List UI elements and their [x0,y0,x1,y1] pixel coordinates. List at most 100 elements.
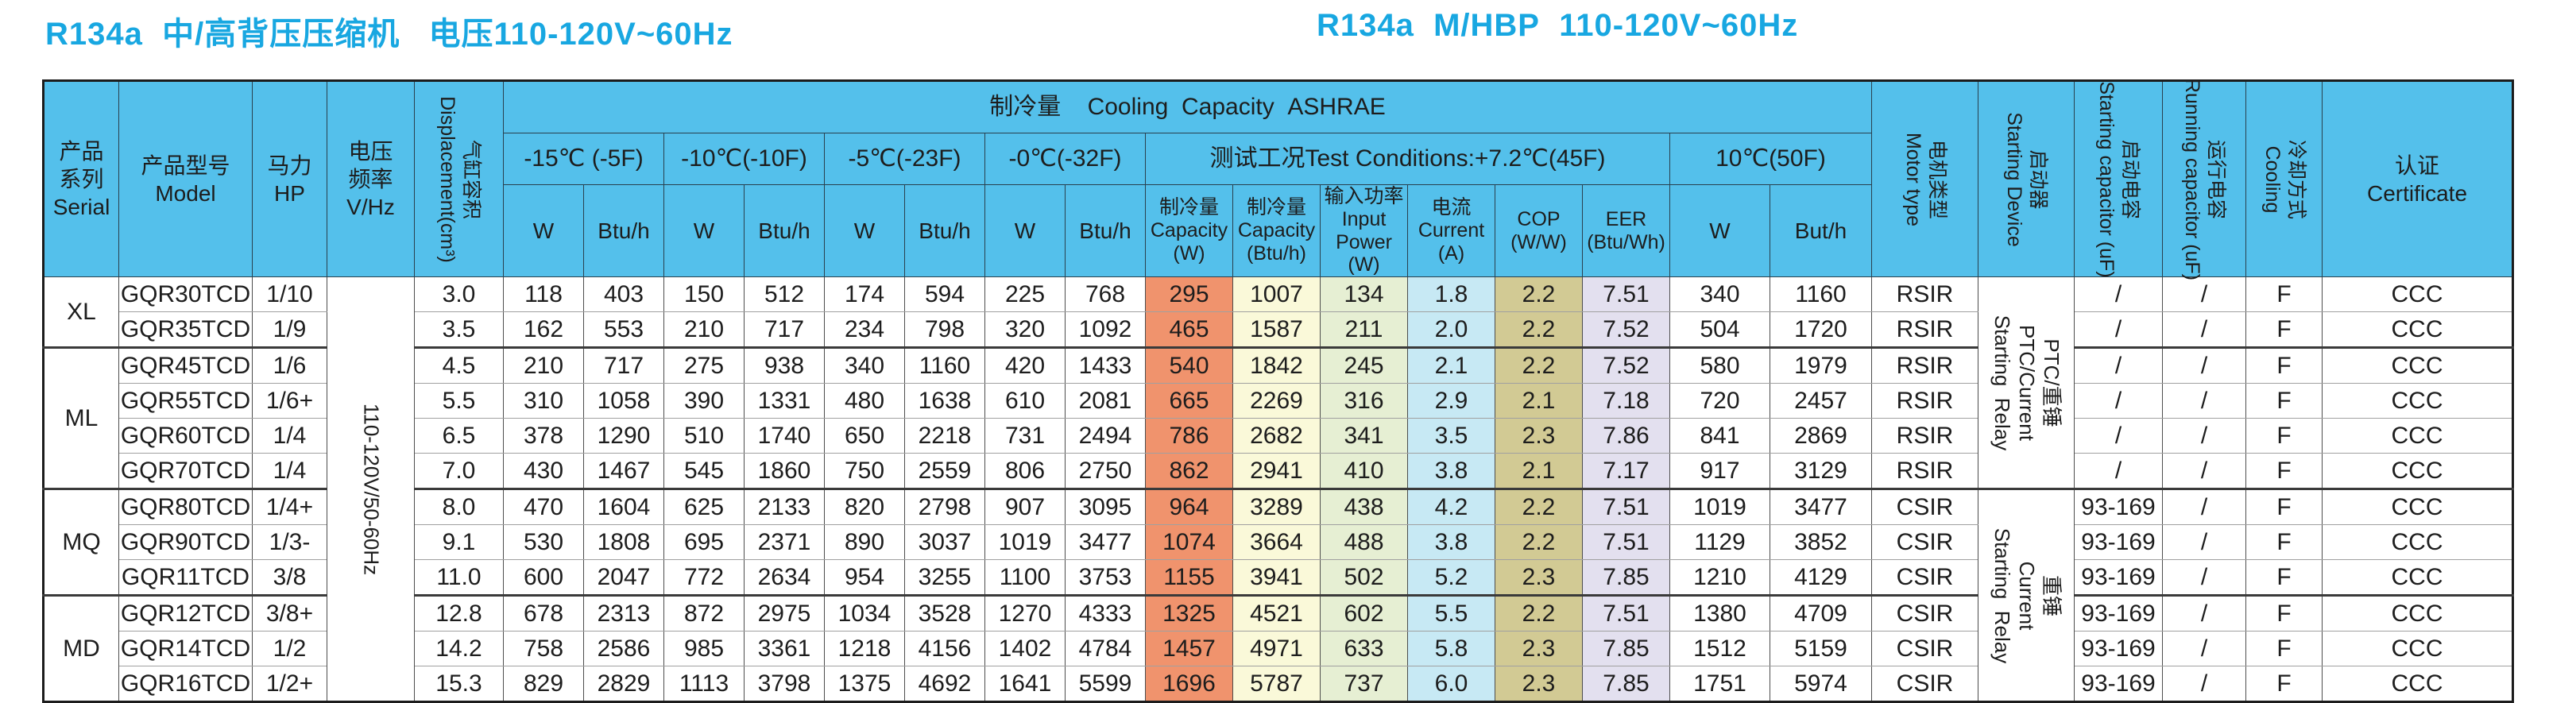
model-cell: GQR90TCD [118,524,253,560]
header-temp-minus15: -15℃ (-5F) [503,133,664,185]
capacity50-btuh-cell: 5974 [1770,666,1872,702]
capacity-cell: 610 [984,383,1066,419]
header-test-cop: COP (W/W) [1495,184,1583,277]
capacity50-w-cell: 340 [1669,276,1770,312]
capacity-cell: 1034 [824,594,905,632]
header-unit-w: W [503,184,584,277]
motor-type-cell: RSIR [1871,453,1978,489]
capacity-cell: 530 [503,524,584,560]
test-value-cell: 2.2 [1495,346,1583,384]
table-row: GQR60TCD 1/4 6.5 378 1290 510 1740 650 2218 731 24… [44,418,2513,454]
capacity-cell: 907 [984,488,1066,525]
test-value-cell: 6.0 [1407,666,1495,702]
capacity-cell: 2586 [583,631,664,666]
capacity-cell: 3528 [904,594,985,632]
test-value-cell: 2.2 [1495,276,1583,312]
test-value-cell: 2.2 [1495,311,1583,348]
capacity-cell: 594 [904,276,985,312]
test-value-cell: 7.86 [1582,418,1670,454]
test-value-cell: 7.85 [1582,666,1670,702]
test-value-cell: 602 [1320,594,1408,632]
capacity50-w-cell: 1380 [1669,594,1770,632]
running-capacitor-cell: / [2162,559,2246,596]
capacity-cell: 3095 [1065,488,1146,525]
serial-cell: ML [43,346,119,489]
hp-cell: 1/4 [252,418,327,454]
capacity-cell: 1019 [984,524,1066,560]
capacity-cell: 4333 [1065,594,1146,632]
capacity-cell: 340 [824,346,905,384]
capacity-cell: 150 [663,276,745,312]
capacity-cell: 717 [744,311,825,348]
test-value-cell: 7.18 [1582,383,1670,419]
capacity-cell: 2218 [904,418,985,454]
motor-type-cell: RSIR [1871,276,1978,312]
test-value-cell: 211 [1320,311,1408,348]
table-row: MD GQR12TCD 3/8+ 12.8 678 2313 872 2975 1034 3528… [43,594,2513,702]
capacity-cell: 1160 [904,346,985,384]
capacity-cell: 3477 [1065,524,1146,560]
capacity-cell: 650 [824,418,905,454]
table-row: GQR14TCD 1/2 14.2 758 2586 985 3361 1218 4156 140… [44,631,2513,666]
header-row-temps: -15℃ (-5F) -10℃(-10F) -5℃(-23F) -0℃(-32F… [44,133,2513,185]
test-value-cell: 7.52 [1582,346,1670,384]
test-value-cell: 7.51 [1582,488,1670,525]
model-cell: GQR12TCD [118,594,253,632]
starting-capacitor-cell: / [2074,418,2163,454]
test-value-cell: 7.85 [1582,559,1670,596]
cooling-cell: F [2245,418,2323,454]
certificate-cell: CCC [2322,559,2513,596]
capacity-cell: 210 [503,346,584,384]
test-value-cell: 2.3 [1495,559,1583,596]
capacity-cell: 2133 [744,488,825,525]
voltage-cell-label: 110-120V/50-60Hz [359,403,384,575]
displacement-cell: 8.0 [414,488,504,525]
model-cell: GQR35TCD [118,311,253,348]
test-value-cell: 2.3 [1495,666,1583,702]
test-value-cell: 2.1 [1495,383,1583,419]
test-value-cell: 2.9 [1407,383,1495,419]
motor-type-cell: RSIR [1871,346,1978,384]
running-capacitor-cell: / [2162,418,2246,454]
capacity-cell: 1740 [744,418,825,454]
test-value-cell: 1696 [1145,666,1233,702]
certificate-cell: CCC [2322,594,2513,632]
running-capacitor-cell: / [2162,488,2246,525]
test-value-cell: 1587 [1232,311,1321,348]
header-cooling-capacity-band: 制冷量 Cooling Capacity ASHRAE [503,80,1872,133]
capacity-cell: 2975 [744,594,825,632]
starting-capacitor-cell: 93-169 [2074,594,2163,632]
table-row: XL GQR30TCD 1/10 110-120V/50-60Hz 3.0 118 403 1… [43,276,2513,702]
starting-capacitor-cell: / [2074,453,2163,489]
starting-capacitor-cell: 93-169 [2074,666,2163,702]
capacity-cell: 1331 [744,383,825,419]
capacity-cell: 162 [503,311,584,348]
capacity-cell: 553 [583,311,664,348]
displacement-cell: 6.5 [414,418,504,454]
capacity50-btuh-cell: 4129 [1770,559,1872,596]
model-cell: GQR11TCD [118,559,253,596]
header-motor-type-label: 电机类型 Motor type [1901,132,1948,226]
capacity-cell: 3037 [904,524,985,560]
starting-device-cell-label: 重锤 Current Starting Relay [1990,527,2064,663]
capacity50-w-cell: 504 [1669,311,1770,348]
header-cooling-method-label: 冷却方式 Cooling [2261,139,2307,219]
capacity-cell: 806 [984,453,1066,489]
header-unit-btuh: Btu/h [904,184,985,277]
test-value-cell: 1074 [1145,524,1233,560]
capacity-cell: 768 [1065,276,1146,312]
capacity-cell: 3798 [744,666,825,702]
starting-capacitor-cell: / [2074,276,2163,312]
displacement-cell: 12.8 [414,594,504,632]
hp-cell: 1/2 [252,631,327,666]
capacity-cell: 1290 [583,418,664,454]
capacity-cell: 2371 [744,524,825,560]
header-cooling-method: 冷却方式 Cooling [2245,80,2323,277]
certificate-cell: CCC [2322,631,2513,666]
header-test-conditions-band: 测试工况Test Conditions:+7.2℃(45F) [1145,133,1670,185]
certificate-cell: CCC [2322,666,2513,702]
capacity-cell: 512 [744,276,825,312]
test-value-cell: 4521 [1232,594,1321,632]
voltage-cell: 110-120V/50-60Hz [327,276,415,702]
test-value-cell: 134 [1320,276,1408,312]
